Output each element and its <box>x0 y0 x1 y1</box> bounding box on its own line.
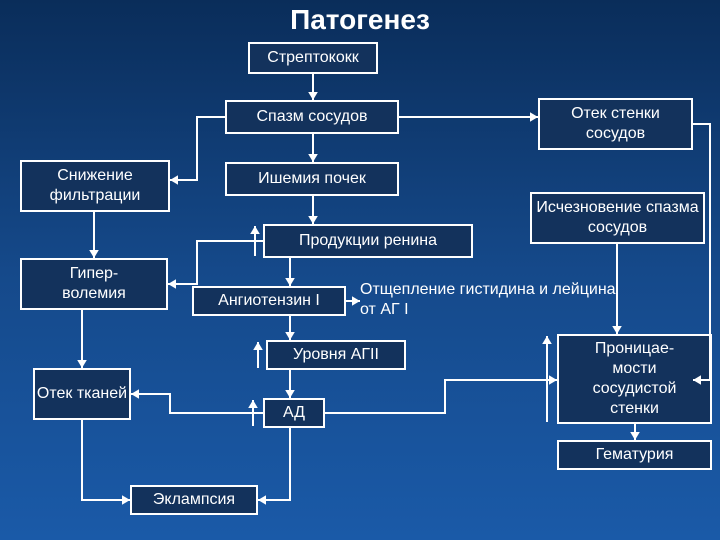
text-histidine: Отщепление гистидина и лейцина от АГ I <box>360 280 620 320</box>
node-hypervolemia: Гипер-волемия <box>20 258 168 310</box>
node-ag2-level: Уровня АГII <box>266 340 406 370</box>
node-filtration-dec: Снижение фильтрации <box>20 160 170 212</box>
node-label: Уровня АГII <box>293 345 379 365</box>
node-spasm-gone: Исчезновение спазма сосудов <box>530 192 705 244</box>
node-label: Снижение фильтрации <box>22 166 168 206</box>
node-label: Проницае-мостисосудистойстенки <box>593 339 677 419</box>
node-label: АД <box>283 403 305 423</box>
node-eclampsia: Эклампсия <box>130 485 258 515</box>
node-ischemia: Ишемия почек <box>225 162 399 196</box>
page-title: Патогенез <box>0 0 720 36</box>
node-label: Гематурия <box>596 445 674 465</box>
node-label: Ишемия почек <box>258 169 366 189</box>
node-label: Эклампсия <box>153 490 235 510</box>
node-label: Исчезновение спазма сосудов <box>532 198 703 238</box>
node-blood-pressure: АД <box>263 398 325 428</box>
node-renin: Продукции ренина <box>263 224 473 258</box>
node-streptococcus: Стрептококк <box>248 42 378 74</box>
node-label: Ангиотензин I <box>218 291 320 311</box>
node-label: Отек стенки сосудов <box>540 104 691 144</box>
node-permeability: Проницае-мостисосудистойстенки <box>557 334 712 424</box>
node-label: Стрептококк <box>267 48 358 68</box>
node-vasospasm: Спазм сосудов <box>225 100 399 134</box>
node-label: Продукции ренина <box>299 231 437 251</box>
node-label: Гипер-волемия <box>62 264 126 304</box>
node-label: Спазм сосудов <box>257 107 368 127</box>
node-angiotensin1: Ангиотензин I <box>192 286 346 316</box>
node-hematuria: Гематурия <box>557 440 712 470</box>
node-tissue-edema: Отек тканей <box>33 368 131 420</box>
node-label: Отек тканей <box>37 384 127 404</box>
node-wall-edema: Отек стенки сосудов <box>538 98 693 150</box>
